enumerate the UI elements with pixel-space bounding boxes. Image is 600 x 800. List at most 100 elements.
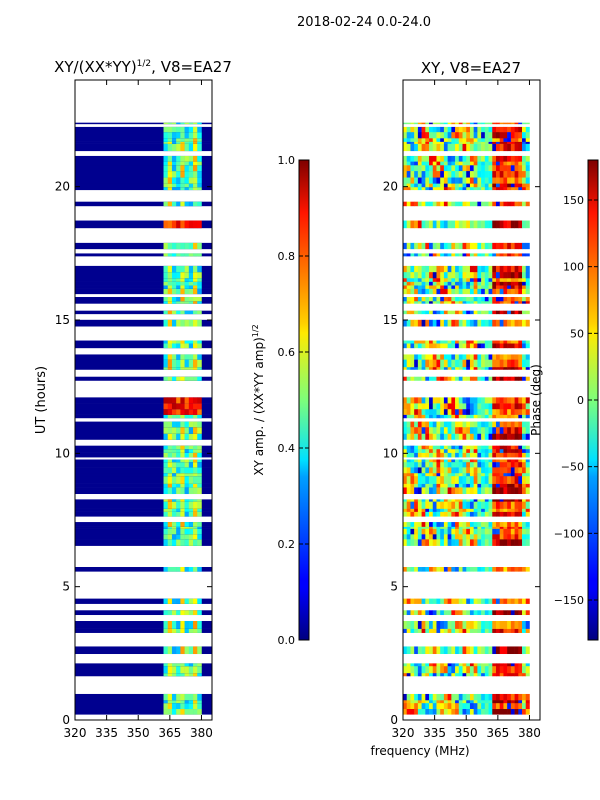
right-heatmap-cell (414, 646, 419, 655)
right-heatmap-cell (447, 277, 452, 282)
right-heatmap-cell (458, 528, 463, 535)
right-heatmap-cell (492, 526, 497, 529)
right-heatmap-cell (432, 499, 437, 502)
right-heatmap-cell (417, 628, 422, 633)
right-heatmap-cell (477, 201, 482, 207)
left-heatmap-cell (180, 598, 185, 604)
left-heatmap-cell (184, 566, 190, 572)
left-heatmap-cell (167, 426, 173, 434)
right-heatmap-cell (425, 461, 430, 468)
left-heatmap-cell (193, 300, 198, 304)
right-heatmap-cell (451, 155, 456, 162)
right-heatmap-cell (492, 646, 497, 655)
right-heatmap-cell (410, 281, 415, 286)
right-heatmap-cell (432, 511, 437, 517)
right-heatmap-cell (425, 487, 430, 495)
right-heatmap-cell (462, 265, 467, 273)
left-heatmap-cell (193, 566, 198, 572)
left-heatmap-cell (188, 702, 194, 710)
right-heatmap-cell (514, 598, 519, 604)
right-heatmap-cell (447, 461, 452, 468)
right-heatmap-cell (495, 354, 501, 360)
right-heatmap-cell (473, 566, 478, 572)
right-heatmap-cell (443, 161, 448, 166)
left-heatmap-cell (193, 403, 198, 410)
right-heatmap-cell (473, 397, 478, 404)
right-heatmap-cell (492, 183, 497, 188)
right-heatmap-cell (436, 522, 441, 527)
right-heatmap-cell (425, 265, 430, 273)
right-heatmap-cell (436, 155, 441, 162)
right-heatmap-cell (417, 300, 422, 304)
left-heatmap-cell (180, 610, 185, 616)
right-heatmap-cell (495, 534, 501, 540)
right-heatmap-cell (510, 340, 515, 344)
right-heatmap-cell (484, 459, 489, 463)
right-heatmap-cell (492, 131, 497, 139)
left-heatmap-cell (167, 408, 173, 415)
right-heatmap-cell (466, 155, 471, 162)
right-heatmap-cell (414, 421, 419, 428)
right-heatmap-cell (425, 421, 430, 428)
right-heatmap-cell (510, 143, 515, 152)
right-heatmap-cell (440, 628, 445, 633)
right-heatmap-cell (414, 461, 419, 468)
right-heatmap-cell (447, 672, 452, 677)
right-heatmap-cell (522, 452, 527, 458)
left-heatmap-cell (171, 288, 177, 295)
right-heatmap-cell (507, 131, 512, 139)
right-heatmap-cell (425, 511, 430, 517)
left-heatmap-cell (171, 663, 177, 667)
right-heatmap-cell (484, 508, 489, 512)
right-heatmap-cell (417, 131, 422, 139)
right-heatmap-cell (406, 459, 411, 463)
right-heatmap-cell (455, 487, 460, 495)
right-heatmap-cell (451, 220, 456, 229)
right-heatmap-cell (522, 310, 527, 315)
right-heatmap-cell (425, 598, 430, 604)
right-heatmap-cell (488, 452, 493, 458)
right-heatmap-cell (403, 526, 408, 529)
left-heatmap-cell (193, 376, 198, 381)
left-heatmap-cell (197, 164, 202, 172)
right-heatmap-cell (451, 143, 456, 152)
right-heatmap-cell (432, 693, 437, 701)
right-heatmap-cell (410, 665, 415, 674)
right-heatmap-cell (414, 663, 419, 667)
right-heatmap-cell (488, 253, 493, 257)
left-heatmap-cell (180, 285, 185, 289)
right-heatmap-cell (522, 161, 527, 166)
left-heatmap-cell (167, 397, 173, 404)
right-heatmap-cell (507, 501, 512, 509)
right-heatmap-cell (443, 285, 448, 289)
right-heatmap-cell (507, 487, 512, 495)
right-heatmap-cell (403, 220, 408, 229)
left-heatmap-cell (180, 164, 185, 172)
right-heatmap-cell (410, 421, 415, 428)
right-heatmap-cell (525, 511, 530, 517)
left-heatmap-cell (163, 164, 169, 172)
left-heatmap-cell (176, 164, 181, 172)
right-heatmap-cell (417, 693, 422, 701)
right-heatmap-cell (436, 483, 441, 488)
right-heatmap-cell (451, 403, 456, 410)
left-heatmap-cell (193, 534, 198, 540)
right-heatmap-cell (469, 354, 474, 360)
right-heatmap-cell (495, 300, 501, 304)
right-heatmap-cell (503, 288, 508, 295)
right-heatmap-cell (507, 526, 512, 529)
left-heatmap-cell (171, 461, 177, 468)
right-heatmap-cell (514, 170, 519, 178)
right-heatmap-cell (414, 359, 419, 368)
left-heatmap-cell (180, 170, 185, 178)
right-heatmap-cell (425, 271, 430, 279)
right-heatmap-cell (425, 426, 430, 434)
right-heatmap-cell (403, 122, 408, 125)
right-heatmap-cell (462, 621, 467, 629)
right-heatmap-cell (455, 508, 460, 512)
right-heatmap-cell (436, 265, 441, 273)
right-heatmap-cell (443, 186, 448, 191)
right-heatmap-cell (518, 534, 523, 540)
left-heatmap-cell (176, 143, 181, 152)
left-heatmap-row (75, 421, 212, 428)
